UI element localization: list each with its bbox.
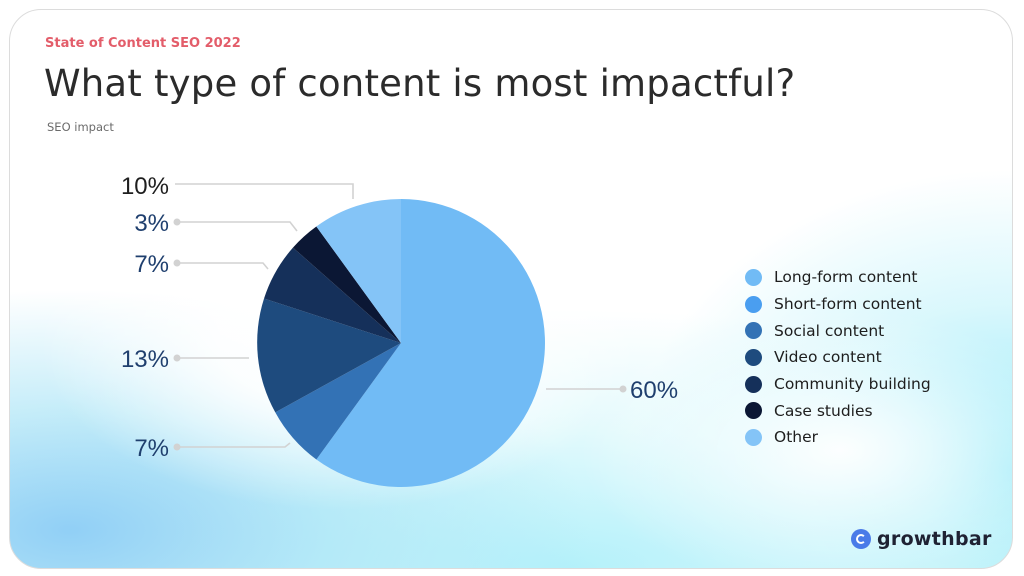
report-eyebrow: State of Content SEO 2022 — [45, 36, 241, 51]
legend-label: Social content — [774, 321, 885, 340]
legend-item-other: Other — [745, 424, 931, 451]
legend-label: Other — [774, 428, 819, 447]
legend-item-community: Community building — [745, 371, 931, 398]
slice-social — [275, 343, 401, 460]
legend-swatch — [745, 348, 762, 366]
legend-swatch — [745, 375, 762, 393]
chart-legend: Long-form content Short-form content Soc… — [745, 264, 931, 451]
legend-swatch — [745, 268, 762, 286]
label-long-form: 60% — [630, 377, 678, 404]
label-social: 7% — [134, 435, 169, 462]
legend-swatch — [745, 295, 762, 313]
label-case-studies: 3% — [134, 210, 169, 237]
pie-chart: 10% 3% 7% 13% 7% 60% — [121, 173, 678, 487]
slice-long-form — [316, 199, 545, 487]
legend-swatch — [745, 322, 762, 340]
chart-title: What type of content is most impactful? — [44, 62, 796, 105]
growthbar-logo: growthbar — [851, 528, 992, 550]
chart-subtitle: SEO impact — [47, 120, 114, 134]
brand-name: growthbar — [877, 528, 992, 550]
leader-lines — [175, 183, 623, 448]
legend-item-video: Video content — [745, 344, 931, 371]
slice-video — [257, 298, 401, 413]
legend-swatch — [745, 428, 762, 446]
legend-label: Community building — [774, 375, 931, 394]
legend-item-case-studies: Case studies — [745, 397, 931, 424]
slice-other — [316, 199, 401, 343]
slice-case-studies — [292, 226, 401, 343]
label-video: 13% — [121, 346, 169, 373]
legend-label: Video content — [774, 348, 882, 367]
label-community: 7% — [134, 251, 169, 278]
legend-item-short-form: Short-form content — [745, 291, 931, 318]
label-other: 10% — [121, 173, 169, 200]
legend-label: Long-form content — [774, 268, 918, 287]
legend-item-social: Social content — [745, 317, 931, 344]
legend-item-long-form: Long-form content — [745, 264, 931, 291]
growthbar-logo-icon — [851, 529, 871, 549]
chart-card: State of Content SEO 2022 What type of c… — [9, 9, 1013, 569]
slice-community — [264, 247, 401, 343]
legend-swatch — [745, 402, 762, 420]
leader-dots — [173, 218, 627, 451]
legend-label: Case studies — [774, 401, 873, 420]
legend-label: Short-form content — [774, 295, 922, 314]
